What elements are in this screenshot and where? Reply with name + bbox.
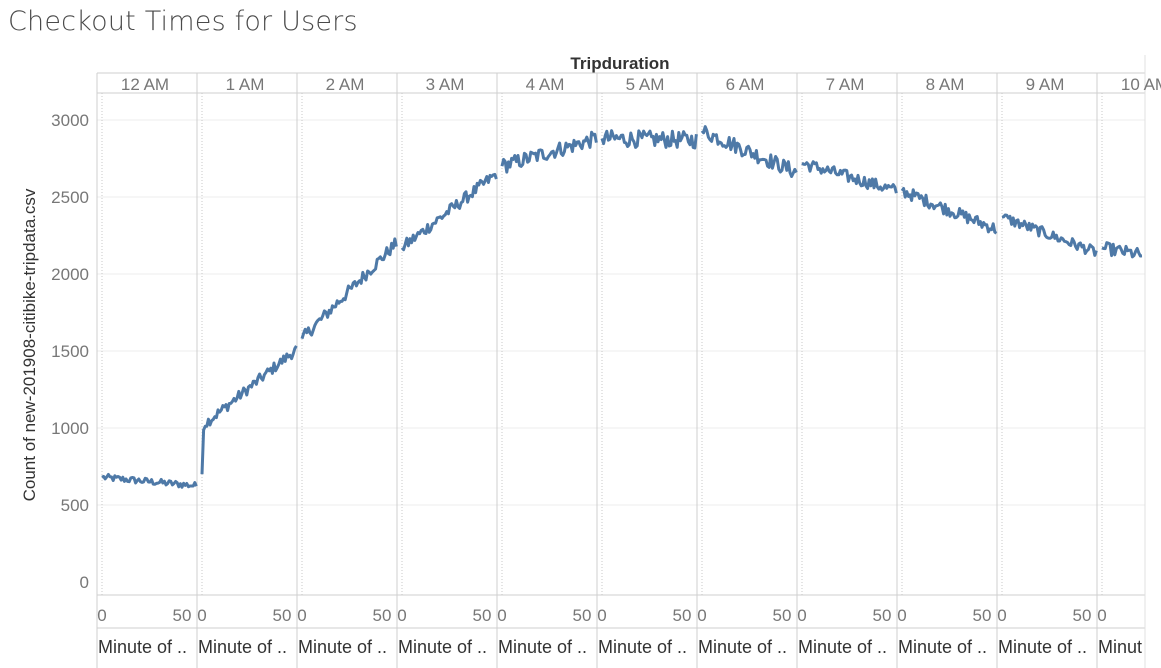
series-line-9-am	[1001, 213, 1098, 257]
y-tick-label: 1000	[51, 419, 89, 438]
series-line-5-am	[600, 129, 698, 150]
hour-label: 2 AM	[326, 75, 365, 94]
x-tick-label: 50	[273, 606, 292, 625]
series-line-1-am	[200, 345, 298, 475]
column-header: Tripduration	[570, 54, 669, 73]
series-line-12-am	[101, 473, 198, 489]
chart-title: Checkout Times for Users	[8, 6, 358, 37]
y-tick-label: 1500	[51, 342, 89, 361]
y-tick-label: 0	[80, 573, 89, 592]
x-tick-label: 0	[497, 606, 506, 625]
x-axis-label: Minute of ..	[798, 637, 887, 657]
hour-label: 6 AM	[726, 75, 765, 94]
x-tick-label: 0	[97, 606, 106, 625]
x-axis-label: Minute of ..	[598, 637, 687, 657]
y-axis-label: Count of new-201908-citibike-tripdata.cs…	[20, 188, 39, 501]
x-axis-label: Minut	[1098, 637, 1142, 657]
grid-layer	[97, 119, 1145, 506]
series-line-8-am	[900, 187, 998, 235]
x-tick-label: 0	[197, 606, 206, 625]
x-tick-label: 0	[1097, 606, 1106, 625]
hour-label: 10 AM	[1121, 75, 1161, 94]
line-layer	[101, 0, 1161, 668]
x-tick-label: 50	[973, 606, 992, 625]
x-tick-label: 0	[797, 606, 806, 625]
x-tick-label: 0	[697, 606, 706, 625]
hour-label: 12 AM	[121, 75, 169, 94]
series-line-3-am	[400, 172, 498, 252]
x-axis-label: Minute of ..	[498, 637, 587, 657]
x-axis-label: Minute of ..	[98, 637, 187, 657]
x-tick-label: 50	[573, 606, 592, 625]
hour-label: 4 AM	[526, 75, 565, 94]
x-tick-label: 50	[473, 606, 492, 625]
hour-label: 1 AM	[226, 75, 265, 94]
x-axis-label: Minute of ..	[398, 637, 487, 657]
y-tick-label: 500	[61, 496, 89, 515]
x-tick-label: 50	[173, 606, 192, 625]
hour-label: 3 AM	[426, 75, 465, 94]
x-axis-label: Minute of ..	[198, 637, 287, 657]
hour-label: 8 AM	[926, 75, 965, 94]
x-tick-label: 0	[397, 606, 406, 625]
y-tick-label: 2500	[51, 188, 89, 207]
series-line-4-am	[500, 130, 598, 174]
x-tick-label: 0	[897, 606, 906, 625]
x-axis-label: Minute of ..	[998, 637, 1087, 657]
hour-label: 9 AM	[1026, 75, 1065, 94]
x-tick-label: 50	[1073, 606, 1092, 625]
x-tick-label: 0	[297, 606, 306, 625]
y-tick-label: 3000	[51, 111, 89, 130]
x-tick-label: 50	[673, 606, 692, 625]
y-tick-label: 2000	[51, 265, 89, 284]
x-tick-label: 50	[773, 606, 792, 625]
x-axis-label: Minute of ..	[898, 637, 987, 657]
series-line-7-am	[801, 160, 898, 194]
series-line-2-am	[300, 237, 398, 340]
x-tick-label: 50	[373, 606, 392, 625]
x-tick-label: 0	[597, 606, 606, 625]
hour-label: 5 AM	[626, 75, 665, 94]
x-axis-label: Minute of ..	[298, 637, 387, 657]
series-line-6-am	[700, 125, 798, 178]
hour-label: 7 AM	[826, 75, 865, 94]
panel-layer	[96, 55, 1146, 668]
right-mask	[1146, 0, 1161, 668]
x-tick-label: 50	[873, 606, 892, 625]
series-line-10-am	[1101, 241, 1143, 259]
x-axis-label: Minute of ..	[698, 637, 787, 657]
x-tick-label: 0	[997, 606, 1006, 625]
